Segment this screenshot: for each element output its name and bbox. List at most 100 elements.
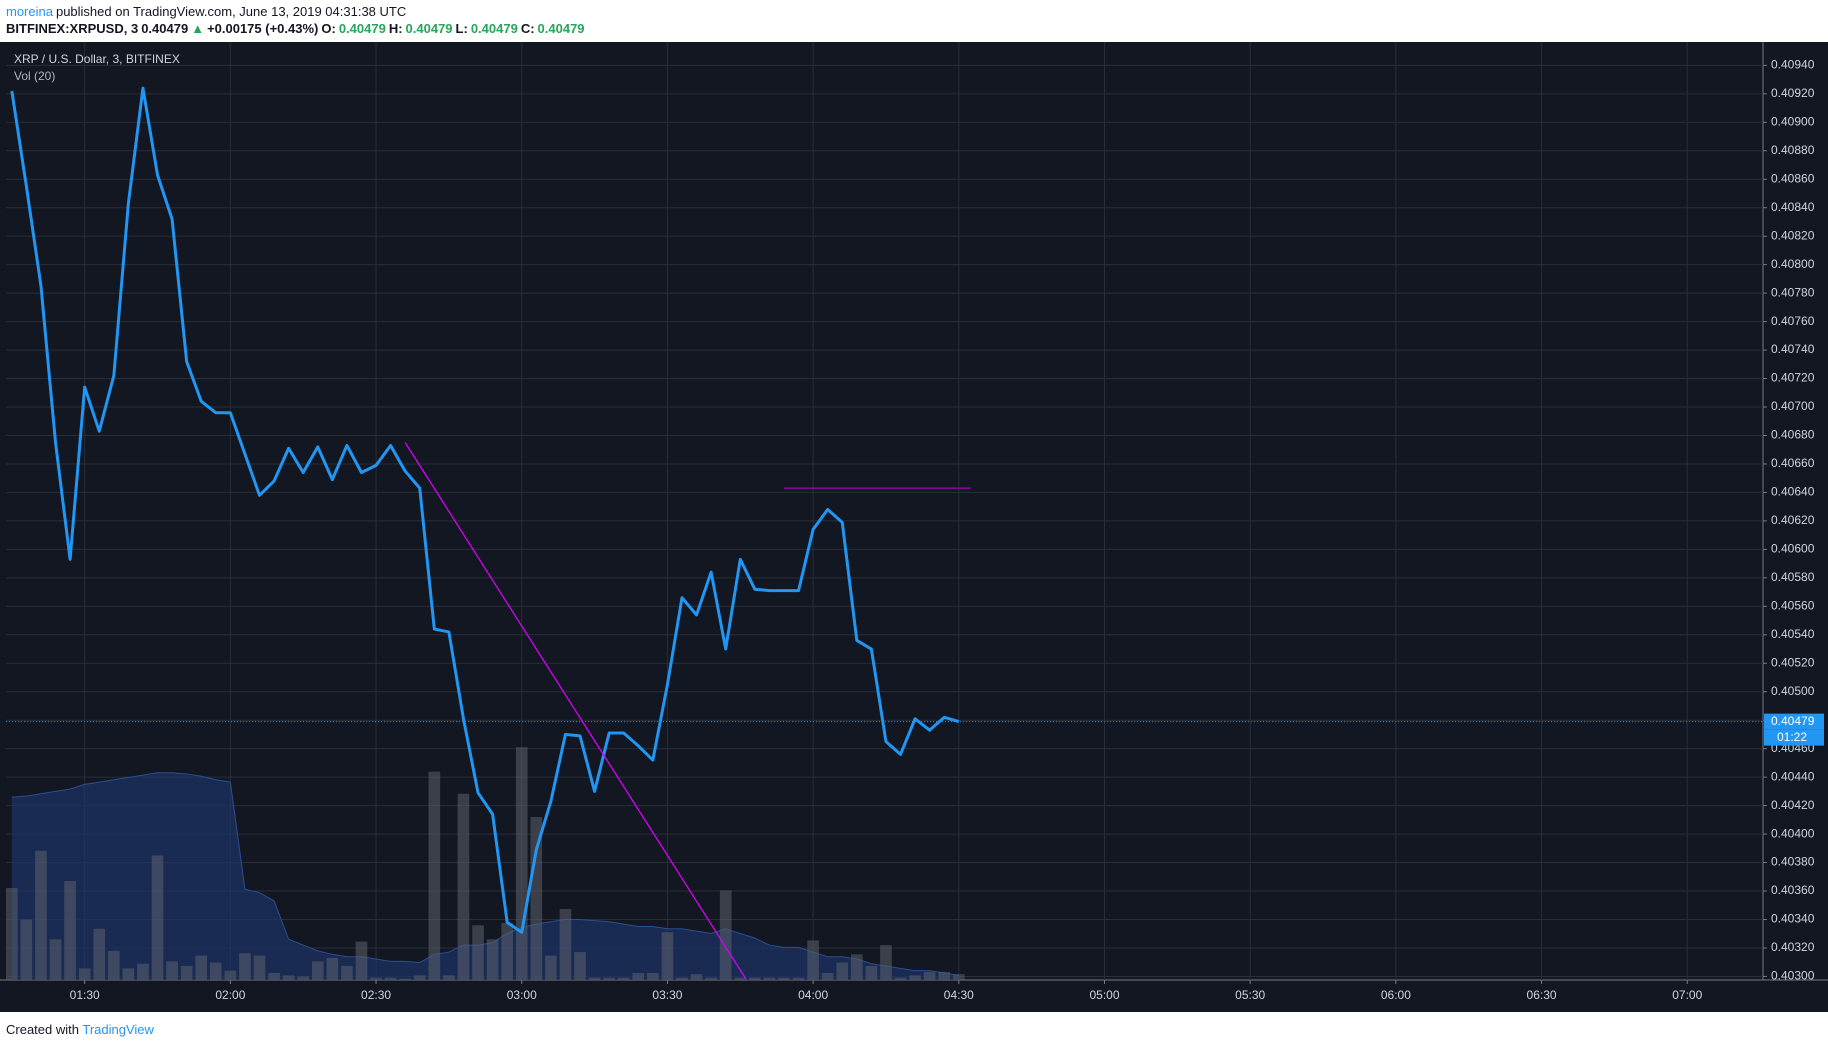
volume-bar: [515, 747, 528, 980]
volume-bar: [836, 962, 849, 980]
footer: Created with TradingView: [6, 1022, 154, 1037]
volume-bar: [807, 940, 819, 980]
last-price-box: [1764, 713, 1824, 730]
y-tick-label: 0.40580: [1771, 570, 1815, 584]
volume-bar: [195, 955, 208, 980]
volume-bar: [705, 977, 717, 980]
volume-bar: [166, 961, 178, 980]
volume-bar: [850, 954, 863, 980]
volume-bar: [880, 945, 892, 980]
x-tick-label: 07:00: [1672, 988, 1702, 1002]
x-tick-label: 02:30: [361, 988, 391, 1002]
y-tick-label: 0.40800: [1771, 257, 1815, 271]
x-tick-label: 03:30: [652, 988, 682, 1002]
y-tick-label: 0.40900: [1771, 114, 1815, 128]
last-price-label: 0.40479: [1771, 714, 1815, 728]
volume-bar: [588, 977, 601, 980]
x-tick-label: 02:00: [215, 988, 245, 1002]
volume-bar: [107, 950, 120, 980]
y-tick-label: 0.40300: [1771, 969, 1815, 983]
y-tick-label: 0.40440: [1771, 769, 1815, 783]
y-tick-label: 0.40820: [1771, 228, 1815, 242]
volume-bar: [603, 977, 615, 980]
volume-bar: [690, 974, 703, 980]
volume-bar: [384, 977, 397, 980]
y-tick-label: 0.40320: [1771, 940, 1815, 954]
volume-bar: [64, 881, 76, 980]
volume-bar: [122, 968, 135, 980]
volume-bar: [20, 919, 33, 980]
brand[interactable]: TradingView: [82, 1022, 154, 1037]
volume-bar: [457, 793, 470, 980]
chart-bg: [0, 42, 1828, 1012]
symbol: BITFINEX:XRPUSD, 3: [6, 21, 139, 36]
h-label: H:: [388, 21, 403, 36]
countdown-box: [1764, 729, 1824, 746]
y-tick-label: 0.40660: [1771, 456, 1815, 470]
volume-bar: [952, 974, 965, 980]
close: 0.40479: [537, 21, 585, 36]
y-tick-label: 0.40500: [1771, 684, 1815, 698]
y-tick-label: 0.40380: [1771, 855, 1815, 869]
volume-bar: [574, 952, 586, 980]
volume-bar: [909, 975, 921, 980]
y-tick-label: 0.40420: [1771, 798, 1815, 812]
volume-bar: [399, 978, 412, 980]
volume-bar: [545, 955, 557, 980]
o-label: O:: [321, 21, 336, 36]
y-tick-label: 0.40620: [1771, 513, 1815, 527]
published: published on TradingView.com, June 13, 2…: [55, 4, 407, 19]
volume-bar: [443, 975, 455, 980]
volume-bar: [632, 973, 645, 980]
volume-bar: [137, 963, 149, 980]
publish-line: moreina published on TradingView.com, Jun…: [6, 4, 409, 19]
volume-bar: [49, 939, 62, 980]
y-tick-label: 0.40560: [1771, 598, 1815, 612]
volume-bar: [311, 961, 324, 980]
volume-bar: [239, 953, 251, 980]
volume-bar: [224, 970, 237, 980]
volume-bar: [268, 973, 280, 980]
volume-bar: [282, 975, 295, 980]
x-tick-label: 05:00: [1089, 988, 1119, 1002]
l-label: L:: [455, 21, 468, 36]
volume-bar: [719, 890, 732, 980]
y-tick-label: 0.40720: [1771, 371, 1815, 385]
y-tick-label: 0.40880: [1771, 143, 1815, 157]
volume-bar: [778, 977, 790, 980]
volume-bar: [472, 925, 484, 980]
price-line: [10, 86, 960, 934]
y-tick-label: 0.40920: [1771, 86, 1815, 100]
volume-bar: [530, 817, 543, 980]
volume-bar: [428, 771, 441, 980]
vol-ma-area: [11, 772, 959, 980]
volume-bar: [370, 977, 382, 980]
volume-bar: [734, 977, 747, 980]
volume-bar: [676, 977, 688, 980]
y-tick-label: 0.40760: [1771, 314, 1815, 328]
volume-bar: [486, 939, 499, 980]
created: Created with: [6, 1022, 79, 1037]
volume-bar: [413, 975, 426, 980]
volume-bar: [6, 888, 18, 980]
chart: 0.40300 0.40320 0.40340 0.40360 0.40380 0.404…: [0, 42, 1828, 1012]
y-tick-label: 0.40600: [1771, 542, 1815, 556]
y-tick-label: 0.40360: [1771, 883, 1815, 897]
volume-bar: [151, 855, 164, 980]
countdown-label: 01:22: [1777, 730, 1807, 744]
low: 0.40479: [470, 21, 518, 36]
chart-title: XRP / U.S. Dollar, 3, BITFINEX: [14, 52, 180, 66]
x-tick-label: 01:30: [70, 988, 100, 1002]
change: +0.00175 (+0.43%): [207, 21, 319, 36]
vol-ma-line: [11, 772, 959, 976]
y-tick-label: 0.40520: [1771, 655, 1815, 669]
y-tick-label: 0.40940: [1771, 58, 1815, 72]
arrow: ▲: [191, 21, 205, 36]
x-tick-label: 06:30: [1527, 988, 1557, 1002]
x-tick-label: 03:00: [507, 988, 537, 1002]
volume-bar: [661, 932, 674, 980]
volume-bar: [647, 973, 659, 980]
y-tick-label: 0.40780: [1771, 285, 1815, 299]
user[interactable]: moreina: [6, 4, 53, 19]
